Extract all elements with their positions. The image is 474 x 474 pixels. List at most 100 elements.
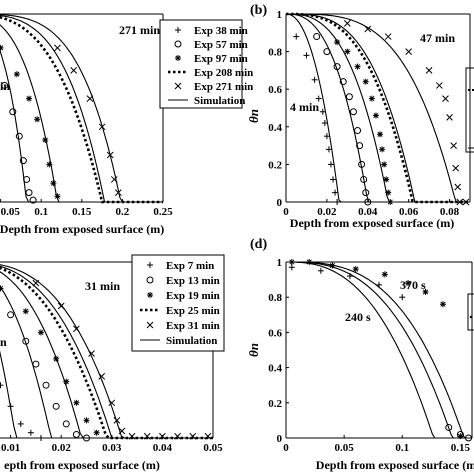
data-point-x	[446, 114, 453, 121]
simulation-line-5	[286, 13, 470, 203]
data-point-star	[34, 116, 41, 123]
data-point-star	[0, 285, 4, 292]
data-point-star	[50, 180, 57, 187]
data-point-circle	[362, 189, 370, 197]
panel-b-annotation-47: 47 min	[420, 31, 455, 45]
y-tick-label: 1	[277, 257, 283, 269]
data-point-plus	[321, 120, 328, 127]
x-tick-label: 0.1	[395, 442, 409, 454]
y-tick-label: 0.2	[268, 159, 282, 171]
legend-label: Exp 271 min	[194, 81, 253, 93]
panel-d-ylabel: θn	[246, 343, 261, 357]
legend-box	[159, 19, 243, 109]
data-point-plus	[317, 267, 324, 274]
legend-label: Exp 7 min	[166, 260, 214, 272]
x-tick-label: 0.01	[1, 442, 20, 454]
data-point-star	[63, 378, 70, 385]
data-point-x	[159, 432, 166, 440]
data-point-circle	[323, 48, 331, 56]
data-point-plus	[37, 435, 44, 441]
data-point-circle	[354, 127, 362, 135]
panel-a-xlabel: Depth from exposed surface (m)	[0, 222, 164, 236]
panel-c-annotation-n: n	[0, 335, 7, 349]
y-tick-label: 1	[277, 9, 283, 21]
data-point-plus	[288, 264, 295, 271]
data-point-x	[204, 432, 212, 440]
data-point-plus	[319, 108, 326, 115]
data-point-star	[387, 199, 394, 205]
x-tick-label: 0.05	[1, 206, 21, 218]
x-tick-label: 0.15	[72, 206, 92, 218]
panel-d-plot	[286, 259, 472, 442]
panel-b-plot	[286, 12, 470, 206]
simulation-line-5	[0, 264, 213, 439]
x-tick-label: 0.2	[116, 206, 130, 218]
data-point-circle	[15, 132, 23, 140]
data-point-circle	[42, 381, 50, 389]
x-tick-label: 0.05	[203, 442, 223, 454]
data-point-star	[13, 71, 20, 78]
y-tick-label: 0	[277, 197, 283, 209]
simulation-line-5	[0, 14, 163, 203]
legend-label: Exp 208 min	[194, 67, 253, 79]
y-tick-label: 0.8	[268, 47, 282, 59]
data-point-circle	[345, 93, 353, 101]
data-point-x	[343, 20, 351, 27]
data-point-x	[425, 67, 433, 74]
y-tick-label: 0	[277, 433, 283, 445]
legend-box	[131, 254, 225, 352]
x-tick-label: 0.02	[317, 206, 337, 218]
legend-label: Exp 57 min	[194, 39, 248, 51]
data-point-star	[42, 136, 49, 143]
data-point-circle	[364, 198, 372, 206]
data-point-star	[334, 39, 341, 46]
data-point-circle	[72, 430, 80, 438]
data-point-circle	[445, 423, 453, 431]
x-tick-label: 0.08	[440, 206, 460, 218]
data-point-x	[106, 151, 114, 159]
data-point-circle	[29, 196, 37, 204]
data-point-x	[174, 432, 181, 440]
data-point-circle	[1, 81, 9, 89]
simulation-line-2	[286, 261, 472, 439]
data-point-plus	[311, 76, 318, 83]
data-point-x	[454, 183, 462, 191]
data-point-plus	[330, 176, 337, 183]
legend-label: Exp 13 min	[166, 275, 220, 287]
data-point-plus	[323, 133, 330, 140]
data-point-x	[54, 44, 61, 52]
legend-label: Exp 97 min	[194, 53, 248, 65]
data-point-x	[57, 302, 65, 310]
panel-b-xlabel: Depth from exposed surface (m)	[290, 216, 454, 230]
y-tick-label: 0.4	[268, 122, 282, 134]
y-tick-label: 0.2	[268, 398, 282, 410]
data-point-x	[462, 198, 470, 206]
x-tick-label: 0.04	[153, 442, 173, 454]
data-point-star	[26, 95, 33, 102]
data-point-star	[354, 63, 361, 70]
data-point-plus	[332, 189, 339, 196]
x-tick-label: 0.06	[399, 206, 419, 218]
data-point-plus	[293, 33, 300, 40]
panel-c: 0.01 0.02 0.03 0.04 0.05 epth from exposed s…	[0, 254, 225, 472]
data-point-plus	[0, 382, 4, 389]
data-point-circle	[62, 420, 70, 428]
data-point-circle	[19, 157, 27, 165]
data-point-x	[114, 189, 122, 196]
data-point-circle	[356, 142, 364, 150]
data-point-circle	[456, 430, 464, 438]
panel-d: (d) 0 0.05 0.1 0.15 0 0.2 0.4 0.6 0.8 1 θn Depth …	[246, 237, 474, 472]
panel-b: (b) 0 0.02 0.04 0.06 0.08 0 0.2 0.4 0.6 0.8 1 θn D…	[246, 3, 474, 230]
panel-a: 0.05 0.1 0.15 0.2 0.25 Depth from exposed su…	[0, 13, 253, 236]
data-point-star	[368, 95, 375, 102]
panel-c-annotation-31: 31 min	[85, 279, 120, 293]
panel-d-label: (d)	[250, 237, 267, 252]
panel-b-label: (b)	[250, 3, 267, 18]
panel-c-legend: Exp 7 min Exp 13 min Exp 19 min Exp 25 min E…	[131, 254, 225, 352]
panel-d-xlabel: Depth from exposed surface (m	[316, 458, 474, 472]
legend-label: Simulation	[166, 335, 217, 347]
panel-b-legend-partial	[465, 67, 474, 153]
simulation-line-1	[286, 261, 472, 439]
data-point-star	[362, 78, 369, 85]
